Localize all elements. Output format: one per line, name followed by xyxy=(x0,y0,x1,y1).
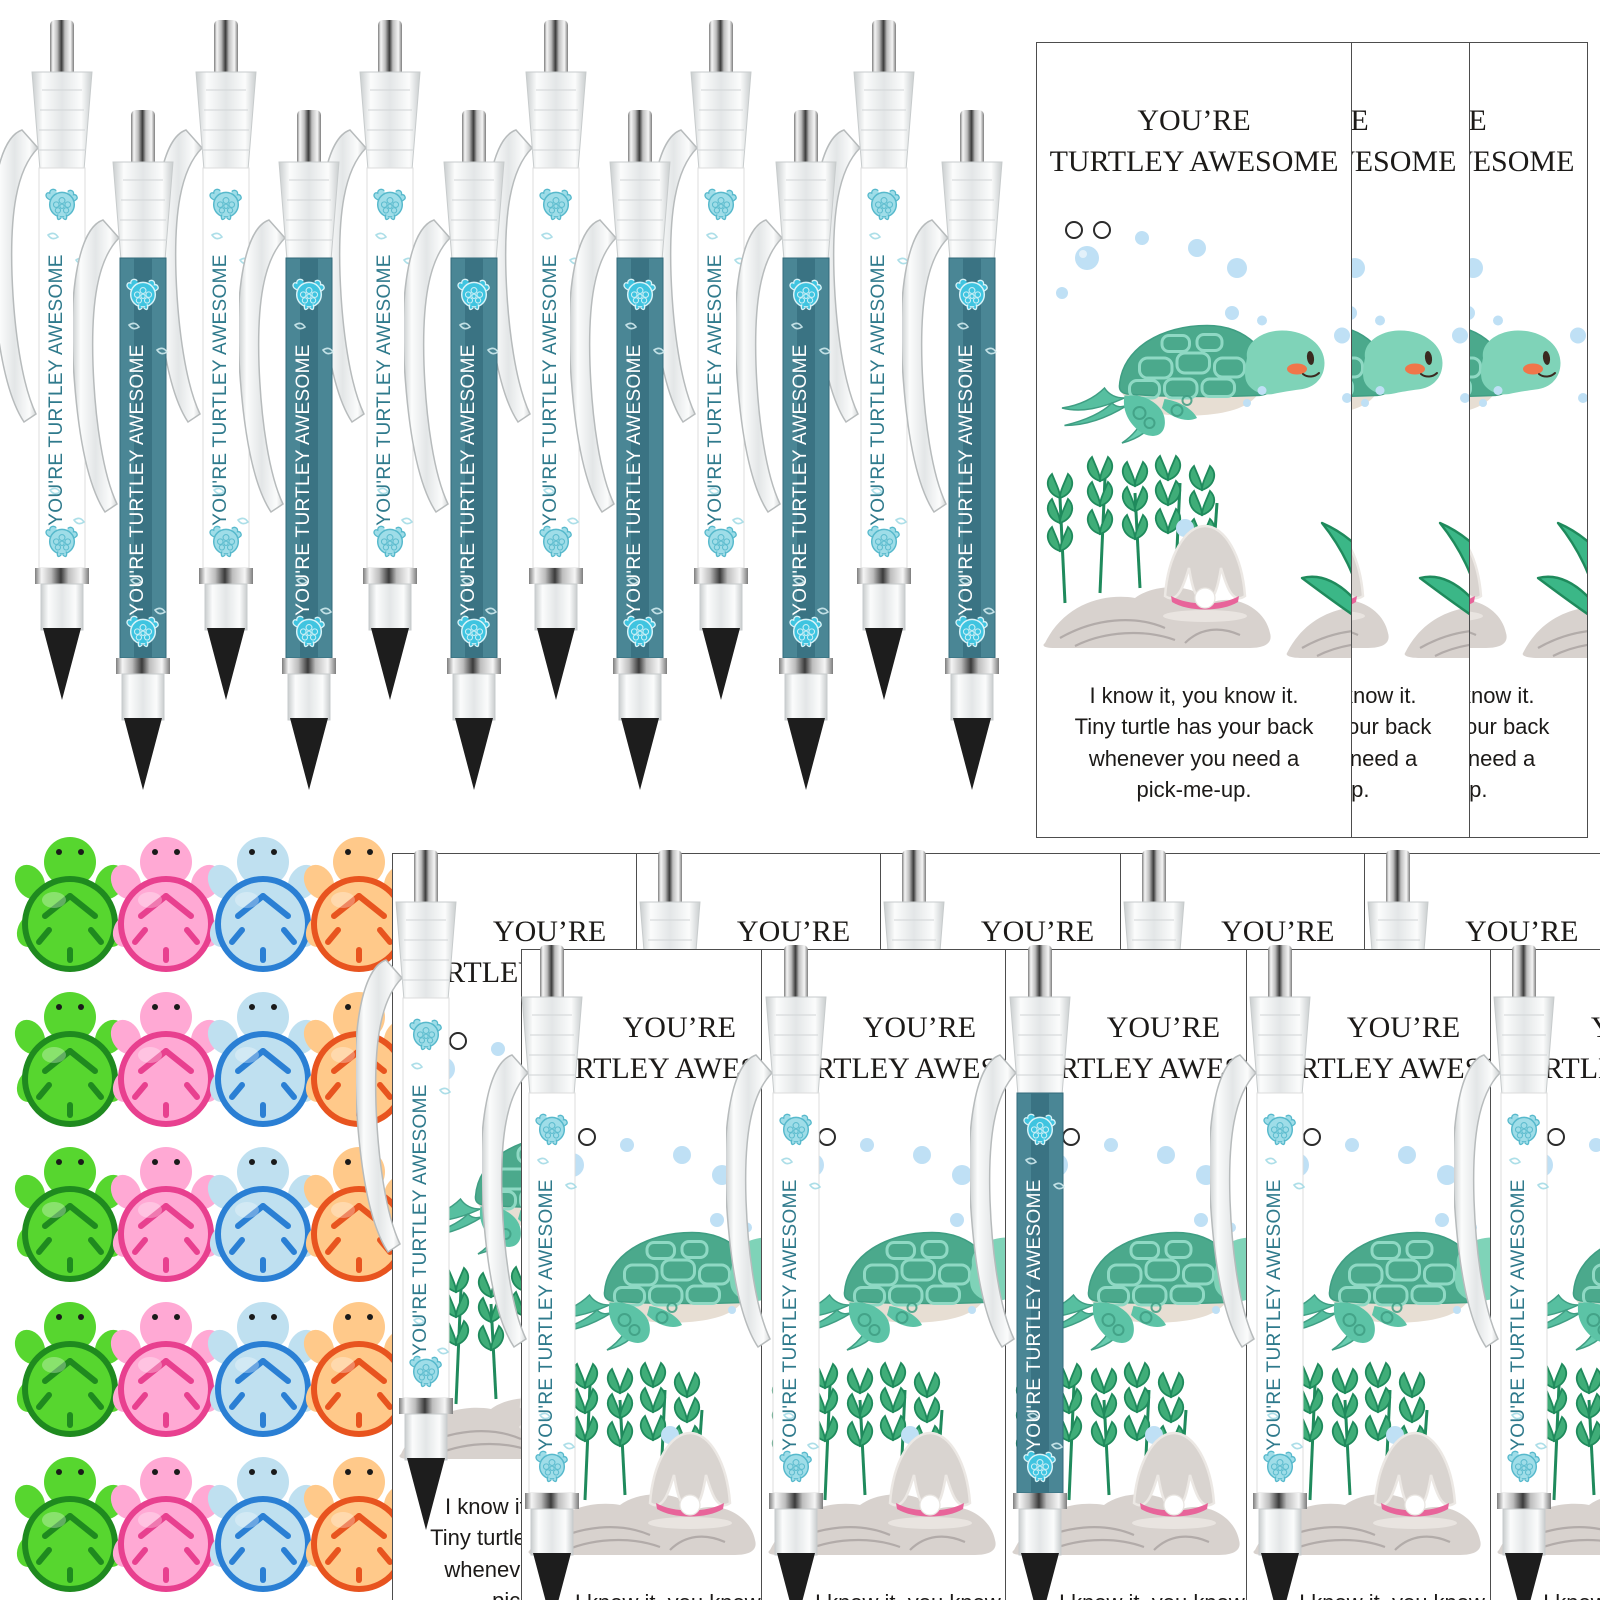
svg-text:YOU'RE TURTLEY AWESOME: YOU'RE TURTLEY AWESOME xyxy=(127,344,148,615)
svg-text:YOU'RE TURTLEY AWESOME: YOU'RE TURTLEY AWESOME xyxy=(780,1179,801,1450)
svg-text:YOU'RE TURTLEY AWESOME: YOU'RE TURTLEY AWESOME xyxy=(410,1084,431,1355)
svg-text:YOU'RE TURTLEY AWESOME: YOU'RE TURTLEY AWESOME xyxy=(536,1179,557,1450)
svg-text:YOU'RE TURTLEY AWESOME: YOU'RE TURTLEY AWESOME xyxy=(1024,1179,1045,1450)
svg-text:YOU'RE TURTLEY AWESOME: YOU'RE TURTLEY AWESOME xyxy=(790,344,811,615)
svg-text:YOU'RE TURTLEY AWESOME: YOU'RE TURTLEY AWESOME xyxy=(956,344,977,615)
svg-text:YOU'RE TURTLEY AWESOME: YOU'RE TURTLEY AWESOME xyxy=(624,344,645,615)
svg-text:YOU'RE TURTLEY AWESOME: YOU'RE TURTLEY AWESOME xyxy=(46,254,67,525)
svg-text:YOU'RE TURTLEY AWESOME: YOU'RE TURTLEY AWESOME xyxy=(210,254,231,525)
svg-text:YOU'RE TURTLEY AWESOME: YOU'RE TURTLEY AWESOME xyxy=(1508,1179,1529,1450)
svg-text:YOU'RE TURTLEY AWESOME: YOU'RE TURTLEY AWESOME xyxy=(1264,1179,1285,1450)
svg-text:YOU'RE TURTLEY AWESOME: YOU'RE TURTLEY AWESOME xyxy=(293,344,314,615)
svg-text:YOU'RE TURTLEY AWESOME: YOU'RE TURTLEY AWESOME xyxy=(458,344,479,615)
